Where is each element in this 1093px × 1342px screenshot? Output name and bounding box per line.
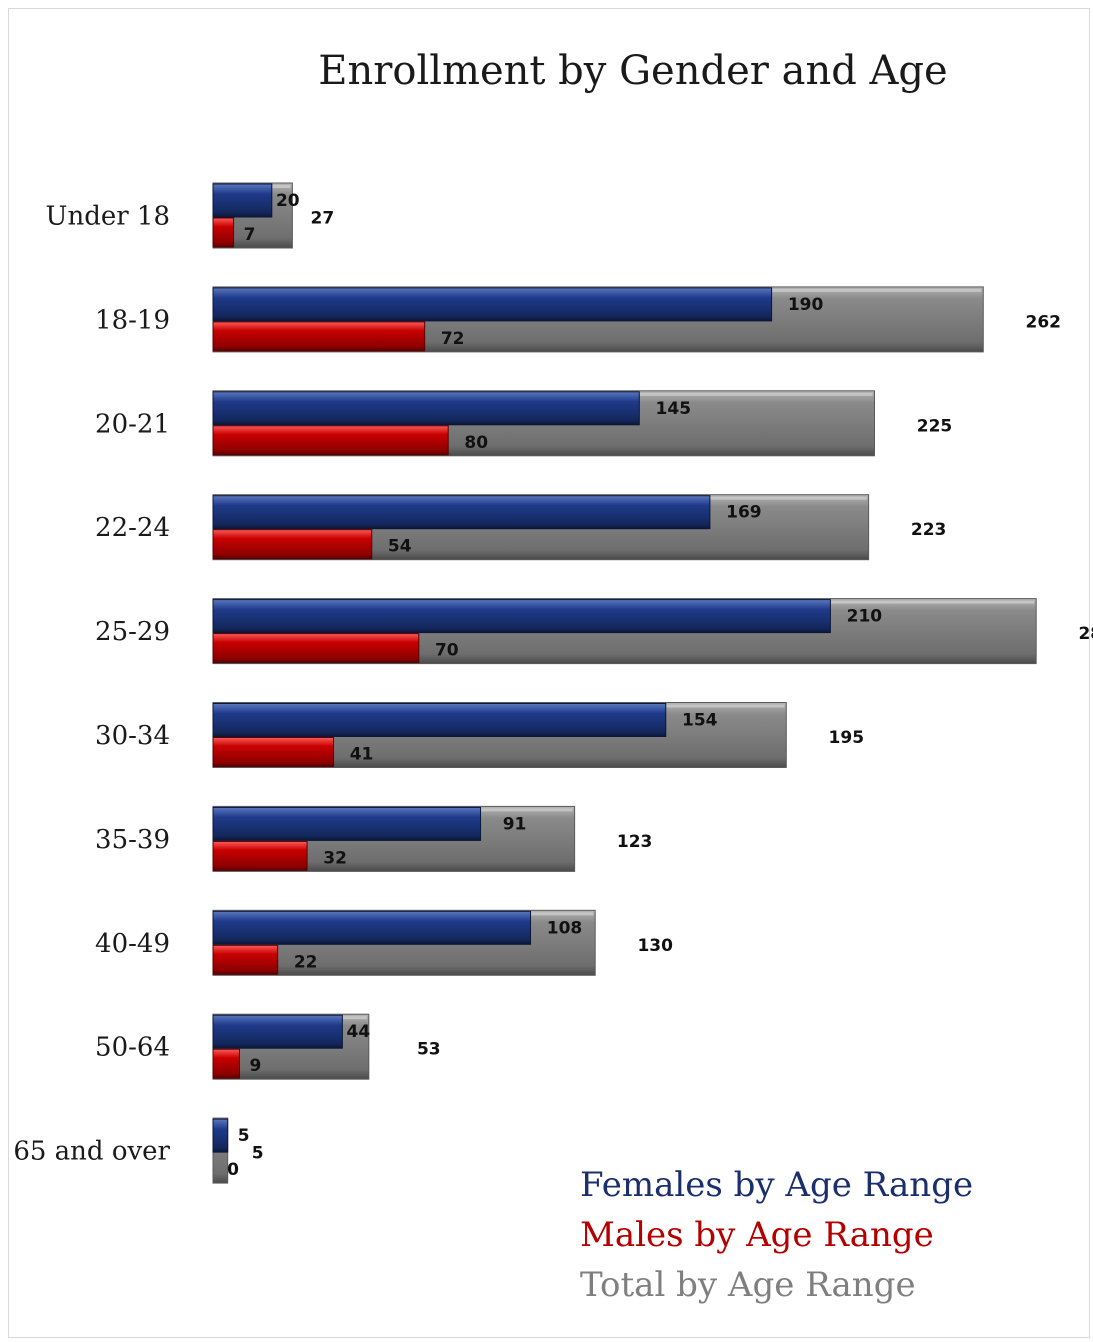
category-label-18-19: 18-19 (95, 305, 170, 335)
data-label-total-under-18: 27 (311, 209, 335, 229)
bar-male-40-49 (212, 944, 279, 975)
category-label-under-18: Under 18 (46, 202, 170, 232)
data-label-female-22-24: 169 (726, 503, 762, 523)
bar-female-50-64 (212, 1014, 343, 1049)
bar-female-40-49 (212, 910, 532, 945)
category-label-30-34: 30-34 (95, 721, 170, 751)
bar-female-65-and-over (212, 1118, 229, 1153)
bar-male-25-29 (212, 633, 420, 664)
data-label-male-30-34: 41 (350, 745, 374, 765)
data-label-total-20-21: 225 (917, 416, 953, 436)
data-label-female-18-19: 190 (788, 295, 824, 315)
category-label-65-and-over: 65 and over (13, 1137, 170, 1167)
data-label-total-22-24: 223 (911, 520, 947, 540)
bar-male-35-39 (212, 840, 308, 871)
bar-female-22-24 (212, 495, 711, 530)
bar-female-under-18 (212, 183, 273, 218)
bar-male-18-19 (212, 321, 426, 352)
chart-frame (8, 8, 1090, 1338)
legend-item-males: Males by Age Range (580, 1215, 934, 1255)
data-label-total-35-39: 123 (617, 832, 653, 852)
data-label-total-65-and-over: 5 (252, 1144, 264, 1164)
data-label-female-35-39: 91 (503, 814, 527, 834)
data-label-female-20-21: 145 (656, 399, 692, 419)
data-label-total-30-34: 195 (829, 728, 865, 748)
data-label-female-under-18: 20 (276, 191, 300, 211)
bar-female-30-34 (212, 703, 667, 737)
data-label-total-18-19: 262 (1026, 312, 1062, 332)
data-label-male-18-19: 72 (441, 329, 465, 349)
data-label-female-25-29: 210 (847, 607, 883, 627)
bar-male-30-34 (212, 737, 335, 767)
bar-male-20-21 (212, 425, 449, 456)
category-label-25-29: 25-29 (95, 617, 170, 647)
legend: Females by Age Range Males by Age Range To… (580, 1165, 973, 1305)
category-label-20-21: 20-21 (95, 409, 170, 439)
bar-female-18-19 (212, 287, 773, 322)
bar-female-20-21 (212, 391, 640, 426)
bar-female-25-29 (212, 599, 831, 634)
bar-male-under-18 (212, 217, 235, 248)
category-label-35-39: 35-39 (95, 825, 170, 855)
data-label-total-50-64: 53 (417, 1040, 441, 1060)
data-label-male-22-24: 54 (388, 537, 412, 557)
data-label-female-65-and-over: 5 (238, 1126, 250, 1146)
bar-male-22-24 (212, 529, 373, 560)
data-label-female-30-34: 154 (682, 711, 718, 731)
data-label-male-40-49: 22 (294, 952, 318, 972)
data-label-total-40-49: 130 (637, 936, 673, 956)
data-label-female-40-49: 108 (547, 918, 583, 938)
data-label-male-20-21: 80 (464, 433, 488, 453)
chart-title: Enrollment by Gender and Age (318, 48, 947, 94)
bar-female-35-39 (212, 806, 482, 841)
category-label-40-49: 40-49 (95, 929, 170, 959)
legend-item-females: Females by Age Range (580, 1165, 973, 1205)
data-label-male-under-18: 7 (244, 225, 256, 245)
category-label-50-64: 50-64 (95, 1033, 170, 1063)
data-label-total-25-29: 280 (1078, 624, 1093, 644)
legend-item-total: Total by Age Range (580, 1265, 916, 1305)
data-label-female-50-64: 44 (347, 1022, 371, 1042)
data-label-male-50-64: 9 (250, 1056, 262, 1076)
data-label-male-35-39: 32 (323, 848, 347, 868)
data-label-male-25-29: 70 (435, 641, 459, 661)
data-label-male-65-and-over: 0 (227, 1160, 239, 1180)
bar-male-50-64 (212, 1048, 240, 1079)
category-label-22-24: 22-24 (95, 513, 170, 543)
